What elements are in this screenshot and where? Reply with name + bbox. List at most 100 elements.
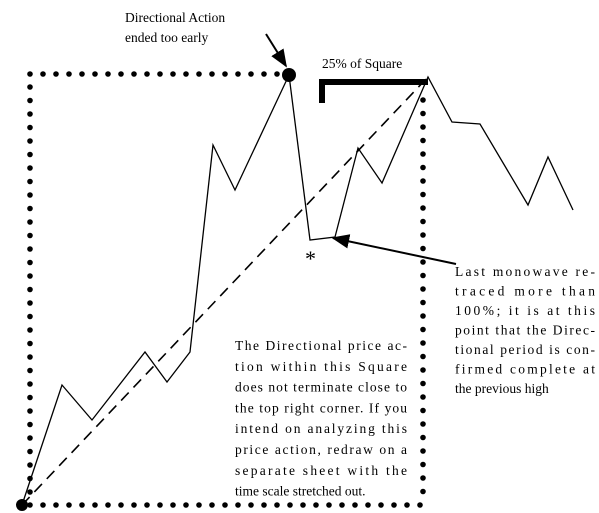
note-line: The Directional price ac-: [235, 338, 408, 353]
dot: [420, 137, 426, 144]
note-line: the top right corner. If you: [235, 400, 407, 415]
note-line: traced more than: [455, 284, 595, 299]
dot: [27, 259, 33, 266]
dot: [79, 71, 85, 77]
dot: [105, 502, 111, 508]
dot: [27, 124, 33, 131]
dot: [420, 218, 426, 225]
price-line: [21, 72, 574, 506]
dot: [248, 71, 254, 77]
dot: [196, 71, 202, 77]
dot: [420, 421, 426, 427]
dot: [27, 246, 33, 252]
dot: [420, 353, 426, 360]
dot: [131, 71, 137, 77]
dot: [404, 502, 410, 508]
dot: [92, 502, 98, 508]
dot: [144, 502, 150, 508]
dot: [27, 273, 33, 279]
dot: [118, 502, 124, 508]
dot: [300, 502, 306, 508]
dot: [27, 421, 33, 428]
dot: [40, 502, 46, 508]
dot: [79, 502, 85, 508]
note-line: price action, redraw on a: [235, 442, 407, 457]
dot: [105, 71, 111, 77]
dot: [420, 313, 426, 319]
dot: [339, 502, 345, 508]
dot: [420, 326, 426, 333]
top-note: Directional Action ended too early: [125, 10, 225, 45]
dot: [157, 71, 163, 77]
dot: [248, 502, 254, 508]
note-line: tional period is con-: [455, 342, 596, 357]
arrow: [331, 234, 457, 265]
dot: [27, 97, 33, 104]
dot: [222, 71, 228, 77]
dot: [420, 434, 426, 441]
dot: [27, 489, 33, 495]
dot: [420, 367, 426, 373]
note-line: ended too early: [125, 30, 208, 45]
dot: [420, 340, 426, 346]
dot: [420, 380, 426, 387]
dot: [420, 394, 426, 400]
note-line: does not terminate close to: [235, 380, 407, 395]
dot: [27, 462, 33, 468]
dot: [420, 110, 426, 117]
dot: [352, 502, 358, 508]
dot: [27, 502, 33, 508]
dot: [261, 502, 267, 508]
dot: [420, 448, 426, 454]
dot: [420, 272, 426, 279]
dot: [274, 502, 280, 508]
dot: [420, 97, 426, 103]
dot: [391, 502, 397, 508]
bracket-label: 25% of Square: [322, 56, 402, 71]
dot: [420, 286, 426, 292]
dot: [261, 71, 267, 77]
note-line: separate sheet with the: [235, 463, 407, 478]
dot: [420, 245, 426, 252]
dot: [183, 502, 189, 508]
dot: [27, 340, 33, 347]
dot: [40, 71, 46, 77]
dot: [420, 124, 426, 130]
note-line: firmed complete at: [455, 362, 595, 377]
dashed-diagonal: [21, 76, 429, 506]
dot: [365, 502, 371, 508]
dot: [27, 448, 33, 455]
note-line: intend on analyzing this: [235, 421, 407, 436]
dot: [170, 502, 176, 508]
dot: [287, 502, 293, 508]
note-line: the previous high: [455, 381, 549, 396]
dot: [27, 178, 33, 185]
dot: [27, 313, 33, 320]
dot: [27, 286, 33, 293]
dot: [27, 84, 33, 90]
note-line: tion within this Square: [235, 359, 407, 374]
note-line: 100%; it is at this: [455, 303, 595, 318]
dot: [420, 151, 426, 157]
dot: [420, 461, 426, 468]
dot: [222, 502, 228, 508]
dot: [27, 354, 33, 360]
dot: [27, 205, 33, 212]
dot: [420, 488, 426, 495]
dot: [183, 71, 189, 77]
dot: [118, 71, 124, 77]
dot: [157, 502, 163, 508]
dot: [420, 299, 426, 306]
start-dot: [16, 499, 28, 511]
note-line: Last monowave re-: [455, 264, 596, 279]
dot: [92, 71, 98, 77]
center-note: The Directional price ac-tion within thi…: [235, 338, 408, 499]
dot: [27, 381, 33, 387]
note-line: time scale stretched out.: [235, 484, 365, 499]
dot: [27, 151, 33, 158]
dot: [420, 205, 426, 211]
dot: [53, 502, 59, 508]
dot: [420, 475, 426, 481]
dot: [420, 178, 426, 184]
